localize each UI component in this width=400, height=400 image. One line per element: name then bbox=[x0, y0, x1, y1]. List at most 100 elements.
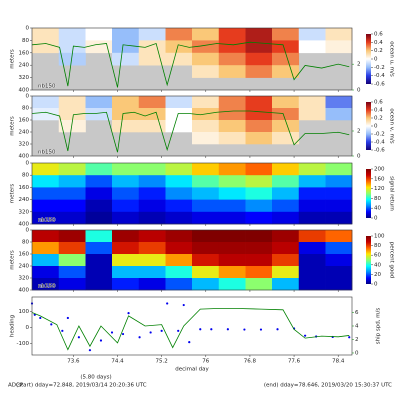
heatmap-cell bbox=[218, 278, 246, 291]
heatmap-cell bbox=[165, 120, 193, 133]
heatmap-cell bbox=[218, 199, 246, 213]
y-tick-label: 320 bbox=[19, 276, 30, 282]
y-tick-label: 400 bbox=[19, 288, 30, 294]
panel: 0 20 40 60 80 100 percent good nb150 0 80 160 240 32… bbox=[10, 228, 395, 294]
heatmap-cell bbox=[58, 199, 86, 213]
heatmap-cell bbox=[325, 28, 353, 41]
heatmap-cell bbox=[298, 40, 326, 54]
heatmap-cell bbox=[58, 28, 86, 41]
y-tick-label: 0 bbox=[26, 94, 30, 100]
y-tick-label: 160 bbox=[19, 50, 30, 56]
colorbar-tick-label: 0 bbox=[374, 216, 378, 222]
heatmap-cell bbox=[85, 278, 113, 291]
colorbar bbox=[366, 169, 371, 218]
heatmap-cell bbox=[192, 40, 220, 54]
x-tick-label: 75.2 bbox=[156, 359, 168, 365]
scatter-point bbox=[304, 334, 307, 337]
y-axis-label: meters bbox=[10, 116, 16, 136]
colorbar-tick-label: 0 bbox=[374, 57, 378, 63]
heatmap-cell bbox=[138, 40, 166, 54]
colorbar-label: percent good bbox=[389, 242, 395, 279]
heatmap-cell bbox=[218, 40, 246, 54]
scatter-point bbox=[177, 329, 180, 332]
heatmap-cell bbox=[138, 163, 166, 176]
heatmap-cell bbox=[325, 108, 353, 121]
plot-frame bbox=[31, 95, 353, 157]
x-axis-label: decimal day bbox=[175, 367, 209, 373]
heatmap-cell bbox=[218, 266, 246, 279]
heatmap-cell bbox=[192, 52, 220, 66]
heatmap-cell bbox=[112, 163, 140, 176]
heatmap-cell bbox=[32, 163, 60, 176]
scatter-point bbox=[77, 336, 80, 339]
heatmap-cell bbox=[192, 211, 220, 225]
footer-start: (start) dday=72.848, 2019/03/14 20:20:36… bbox=[16, 383, 147, 389]
heatmap-cell bbox=[325, 278, 353, 291]
colorbar-tick-label: 80 bbox=[374, 196, 381, 202]
heatmap-cell bbox=[272, 120, 300, 133]
colorbar-tick-label: 200 bbox=[374, 167, 385, 173]
heatmap-cell bbox=[138, 52, 166, 66]
colorbar-label: ocean u, m/s bbox=[389, 41, 395, 77]
colorbar bbox=[366, 34, 371, 84]
heatmap-cell bbox=[32, 242, 60, 255]
x-axis-note: (5.80 days) bbox=[80, 375, 111, 381]
heatmap-cell bbox=[165, 163, 193, 176]
heatmap-cell bbox=[165, 175, 193, 188]
scatter-point bbox=[199, 328, 202, 331]
series-line bbox=[31, 41, 350, 88]
y-tick-label: 80 bbox=[22, 240, 29, 246]
colorbar-tick-label: 0.2 bbox=[374, 116, 383, 122]
panel: -100 0 100 0 2 4 6 heading ship spd, m/s 73.6 74.4… bbox=[10, 296, 382, 381]
heatmap-cell bbox=[245, 96, 273, 109]
heatmap-cell bbox=[192, 199, 220, 213]
heatmap-cell bbox=[85, 108, 113, 121]
heatmap-cell bbox=[112, 52, 140, 66]
colorbar-tick-label: 160 bbox=[374, 176, 385, 182]
heatmap-cell bbox=[325, 254, 353, 267]
heatmap-cell bbox=[58, 52, 86, 66]
heatmap-cell bbox=[245, 108, 273, 121]
heatmap-cell bbox=[325, 163, 353, 176]
y-tick-label: 240 bbox=[19, 264, 30, 270]
heatmap-cell bbox=[218, 187, 246, 200]
y-tick-label: 80 bbox=[22, 106, 29, 112]
heatmap-cell bbox=[85, 199, 113, 213]
y-tick-label: 400 bbox=[19, 154, 30, 160]
heatmap-cell bbox=[325, 175, 353, 188]
heatmap-cell bbox=[218, 254, 246, 267]
heatmap-cell bbox=[272, 65, 300, 78]
heatmap-cell bbox=[32, 278, 60, 291]
plot-frame bbox=[31, 27, 353, 91]
panel-annotation: nb150 bbox=[38, 150, 56, 156]
y-tick-label: 160 bbox=[19, 185, 30, 191]
heatmap-cell bbox=[325, 199, 353, 213]
y2-tick-label: 0 bbox=[357, 154, 361, 160]
y-tick-label: 240 bbox=[19, 197, 30, 203]
y-tick-label: 400 bbox=[19, 222, 30, 228]
heatmap-cell bbox=[298, 266, 326, 279]
panel: -0.6 -0.4 -0.2 0 0.2 0.4 0.6 ocean v, m/s nb150 0… bbox=[10, 94, 395, 160]
heatmap-cell bbox=[218, 211, 246, 225]
heatmap-cell bbox=[272, 211, 300, 225]
y2-axis-label: ship spd, m/s bbox=[376, 308, 382, 345]
heatmap-cell bbox=[272, 175, 300, 188]
heatmap-cell bbox=[192, 230, 220, 243]
heatmap-cell bbox=[32, 108, 60, 121]
heatmap-cell bbox=[245, 242, 273, 255]
heatmap-cell bbox=[58, 242, 86, 255]
heatmap-cell bbox=[32, 187, 60, 200]
colorbar-label: signal return bbox=[389, 176, 395, 211]
heatmap-cell bbox=[165, 266, 193, 279]
panel-annotation: nb150 bbox=[38, 218, 56, 224]
heatmap-cell bbox=[138, 187, 166, 200]
series-line bbox=[31, 308, 350, 351]
heatmap-cell bbox=[325, 266, 353, 279]
heatmap-cell bbox=[192, 163, 220, 176]
heatmap-cell bbox=[218, 163, 246, 176]
heatmap-cell bbox=[58, 96, 86, 109]
heatmap-cell bbox=[32, 96, 60, 109]
colorbar-tick-label: 120 bbox=[374, 186, 385, 192]
y2-tick-label: 0 bbox=[357, 88, 361, 94]
